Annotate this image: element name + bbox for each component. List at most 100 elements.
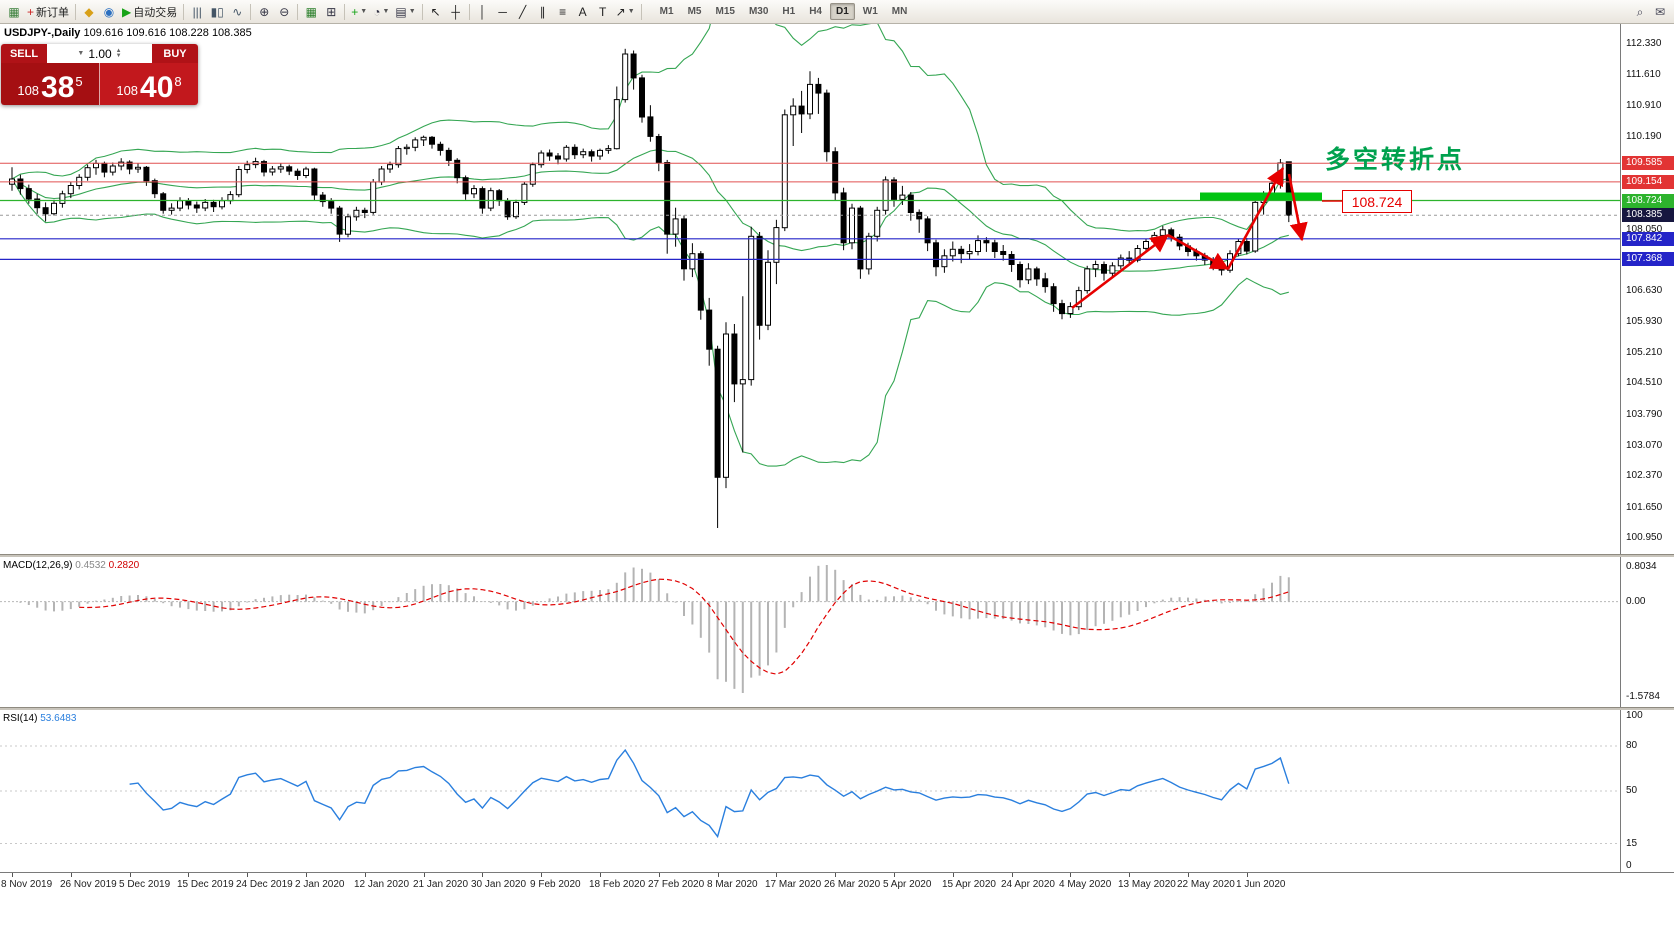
line-chart-icon[interactable]: ∿: [227, 2, 247, 22]
chevron-down-icon[interactable]: ▼: [382, 8, 390, 15]
search-icon[interactable]: ⌕: [1630, 2, 1650, 22]
toolbar-separator: [297, 3, 299, 20]
price-axis-label: 105.210: [1626, 347, 1663, 358]
toolbar-right-group: ⌕ ✉: [1630, 2, 1670, 22]
channel-icon[interactable]: ∥: [533, 2, 553, 22]
price-axis-label: 111.610: [1626, 69, 1661, 80]
trend-arrow: [1167, 233, 1230, 271]
bid-price[interactable]: 108 38 5: [1, 63, 99, 105]
tile-windows-icon[interactable]: ▦: [301, 2, 321, 22]
timeframe-h4[interactable]: H4: [809, 6, 822, 17]
macd-axis[interactable]: 0.8034 0.00 -1.5784: [1620, 557, 1674, 707]
price-marker-badge: 107.842: [1622, 232, 1674, 246]
timeframe-h1[interactable]: H1: [782, 6, 796, 17]
macd-axis-label: -1.5784: [1626, 691, 1660, 702]
timeframe-m5[interactable]: M5: [687, 6, 702, 17]
arrows-icon[interactable]: ↗ ▼: [613, 2, 638, 22]
autotrade-button[interactable]: ▶ 自动交易: [119, 2, 180, 22]
rsi-axis-label: 80: [1626, 740, 1638, 751]
chevron-down-icon[interactable]: ▼: [627, 8, 635, 15]
buy-button[interactable]: BUY: [152, 44, 198, 63]
chevron-down-icon[interactable]: ▼: [360, 8, 368, 15]
resistance-zone-bar: [1200, 192, 1322, 200]
timeframe-mn[interactable]: MN: [891, 6, 908, 17]
candle-chart-icon[interactable]: ▮▯: [207, 2, 227, 22]
crosshair-icon[interactable]: ┼: [446, 2, 466, 22]
new-chart-icon: ▦: [8, 4, 20, 19]
cursor-icon[interactable]: ↖: [426, 2, 446, 22]
rsi-axis-label: 50: [1626, 785, 1638, 796]
zoom-in-icon[interactable]: ⊕: [254, 2, 274, 22]
label-icon[interactable]: T: [593, 2, 613, 22]
date-label: 24 Apr 2020: [1001, 879, 1055, 890]
rsi-label: RSI(14) 53.6483: [3, 713, 76, 724]
price-chart-canvas[interactable]: [0, 24, 1620, 554]
ask-price[interactable]: 108 40 8: [99, 63, 198, 105]
chevron-down-icon[interactable]: ▼: [408, 8, 416, 15]
volume-input[interactable]: ▼ 1.00 ▲ ▼: [47, 44, 152, 63]
price-marker-badge: 108.385: [1622, 208, 1674, 222]
new-chart-icon[interactable]: ▦: [4, 2, 24, 22]
toolbar-separator: [250, 3, 252, 20]
date-tick: [482, 873, 483, 877]
timeframe-w1[interactable]: W1: [862, 6, 878, 17]
date-label: 24 Dec 2019: [236, 879, 293, 890]
fibonacci-icon[interactable]: ≡: [553, 2, 573, 22]
rsi-axis[interactable]: 100 80 50 15 0: [1620, 710, 1674, 872]
date-tick: [1247, 873, 1248, 877]
timeframe-m1[interactable]: M1: [659, 6, 674, 17]
toolbar: ▦ + 新订单 ◆ ◉ ▶ 自动交易 ||| ▮▯ ∿ ⊕ ⊖ ▦ ⊞ + ▼ ◔ ▼ ▤ ▼ ↖ ┼ │ ─ ╱ ∥ ≡ A T ↗ ▼ …: [0, 0, 1674, 24]
date-label: 15 Apr 2020: [942, 879, 996, 890]
volume-down-icon[interactable]: ▼: [115, 52, 122, 59]
arrange-windows-icon[interactable]: ⊞: [321, 2, 341, 22]
indicators-button[interactable]: + ▼: [348, 2, 370, 22]
templates-button[interactable]: ▤ ▼: [392, 2, 418, 22]
macd-label: MACD(12,26,9) 0.4532 0.2820: [3, 560, 139, 571]
chat-icon[interactable]: ✉: [1650, 2, 1670, 22]
community-icon[interactable]: ◉: [99, 2, 119, 22]
date-tick: [894, 873, 895, 877]
time-axis[interactable]: 8 Nov 2019 26 Nov 2019 5 Dec 2019 15 Dec 20…: [0, 872, 1674, 898]
chat-icon: ✉: [1654, 4, 1666, 19]
periods-button[interactable]: ◔ ▼: [370, 2, 392, 22]
text-icon: A: [578, 4, 587, 19]
price-axis[interactable]: 112.330 111.610 110.910 110.190 108.050 106.6…: [1620, 24, 1674, 554]
text-icon[interactable]: A: [573, 2, 593, 22]
bar-chart-icon[interactable]: |||: [187, 2, 207, 22]
vertical-line-icon[interactable]: │: [473, 2, 493, 22]
panel-splitter[interactable]: [0, 707, 1674, 710]
volume-up-icon[interactable]: ▲: [115, 47, 122, 54]
timeframe-m15[interactable]: M15: [715, 6, 735, 17]
trend-arrow: [1226, 166, 1285, 270]
macd-chart-canvas[interactable]: [0, 557, 1620, 707]
price-axis-label: 108.050: [1626, 224, 1663, 235]
volume-dropdown-icon[interactable]: ▼: [77, 50, 85, 57]
new-order-button[interactable]: + 新订单: [24, 2, 72, 22]
macd-axis-label: 0.00: [1626, 595, 1646, 607]
date-label: 26 Mar 2020: [824, 879, 881, 890]
trendline-icon: ╱: [519, 4, 527, 19]
search-icon: ⌕: [1636, 4, 1644, 19]
date-tick: [306, 873, 307, 877]
trendline-icon[interactable]: ╱: [513, 2, 533, 22]
date-tick: [130, 873, 131, 877]
rsi-axis-label: 0: [1626, 860, 1632, 871]
ask-prefix: 108: [116, 83, 139, 98]
zoom-out-icon[interactable]: ⊖: [274, 2, 294, 22]
toolbar-icons-group: ▦ + 新订单 ◆ ◉ ▶ 自动交易 ||| ▮▯ ∿ ⊕ ⊖ ▦ ⊞ + ▼ ◔ ▼ ▤ ▼ ↖ ┼ │ ─ ╱ ∥ ≡ A T ↗ ▼: [4, 2, 645, 22]
date-tick: [247, 873, 248, 877]
volume-stepper[interactable]: ▲ ▼: [115, 47, 122, 59]
rsi-chart-canvas[interactable]: [0, 710, 1620, 872]
date-tick: [71, 873, 72, 877]
wallet-icon[interactable]: ◆: [79, 2, 99, 22]
sell-button[interactable]: SELL: [1, 44, 47, 63]
timeframe-m30[interactable]: M30: [748, 6, 769, 17]
panel-splitter[interactable]: [0, 554, 1674, 557]
timeframe-d1[interactable]: D1: [829, 3, 855, 20]
symbol-title: USDJPY-,Daily: [4, 27, 81, 39]
horizontal-line-icon[interactable]: ─: [493, 2, 513, 22]
templates-icon: ▤: [395, 4, 407, 19]
new-order-icon: +: [27, 4, 35, 19]
date-tick: [541, 873, 542, 877]
macd-panel: MACD(12,26,9) 0.4532 0.2820 0.8034 0.00 -1…: [0, 557, 1674, 707]
